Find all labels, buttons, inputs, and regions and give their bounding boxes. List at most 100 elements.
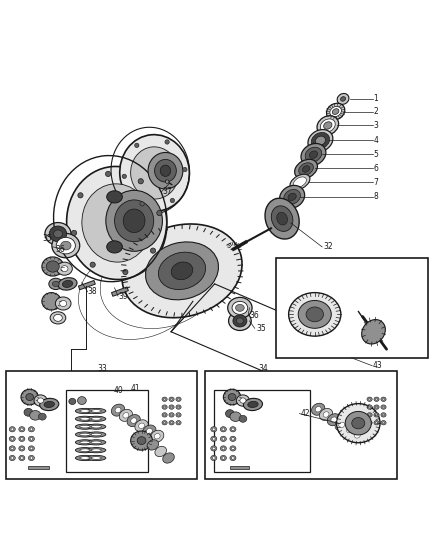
Ellipse shape: [311, 132, 329, 149]
Text: 2: 2: [374, 108, 378, 117]
Text: 8: 8: [374, 192, 378, 201]
Ellipse shape: [52, 281, 59, 287]
Ellipse shape: [212, 457, 215, 459]
Ellipse shape: [19, 455, 25, 461]
Ellipse shape: [131, 418, 137, 423]
Bar: [112, 287, 128, 296]
Ellipse shape: [162, 413, 167, 417]
Ellipse shape: [302, 166, 310, 172]
Ellipse shape: [155, 446, 166, 457]
Ellipse shape: [211, 446, 217, 451]
Circle shape: [183, 167, 187, 172]
Ellipse shape: [122, 224, 242, 318]
Text: 3: 3: [374, 120, 378, 130]
Ellipse shape: [111, 404, 125, 416]
Ellipse shape: [91, 433, 102, 436]
Ellipse shape: [127, 415, 140, 426]
Circle shape: [150, 248, 155, 253]
Ellipse shape: [28, 436, 35, 441]
Ellipse shape: [293, 177, 306, 187]
Ellipse shape: [21, 438, 23, 440]
Ellipse shape: [119, 409, 133, 422]
Ellipse shape: [34, 395, 47, 406]
Ellipse shape: [50, 312, 66, 324]
Ellipse shape: [137, 437, 146, 445]
Ellipse shape: [11, 457, 14, 459]
Ellipse shape: [326, 103, 345, 120]
Text: 43: 43: [372, 361, 382, 370]
Ellipse shape: [233, 315, 247, 327]
Ellipse shape: [178, 414, 180, 416]
Ellipse shape: [21, 389, 39, 405]
Bar: [66, 390, 148, 472]
Ellipse shape: [87, 455, 106, 461]
Ellipse shape: [383, 422, 385, 424]
Text: 38: 38: [88, 287, 97, 296]
Ellipse shape: [80, 425, 90, 428]
Ellipse shape: [120, 135, 189, 211]
Ellipse shape: [82, 184, 152, 262]
Ellipse shape: [164, 406, 166, 408]
Ellipse shape: [171, 406, 173, 408]
Ellipse shape: [367, 413, 372, 417]
Ellipse shape: [354, 433, 360, 438]
Ellipse shape: [11, 447, 14, 450]
Ellipse shape: [315, 136, 325, 146]
Bar: [28, 466, 49, 469]
Ellipse shape: [107, 241, 122, 253]
Ellipse shape: [309, 151, 318, 158]
Ellipse shape: [346, 427, 353, 433]
Ellipse shape: [75, 448, 95, 453]
Circle shape: [157, 211, 162, 216]
Ellipse shape: [288, 193, 296, 200]
Text: 35: 35: [43, 233, 53, 243]
Text: 37: 37: [163, 187, 173, 196]
Ellipse shape: [230, 446, 236, 451]
Ellipse shape: [45, 223, 71, 245]
Ellipse shape: [211, 455, 217, 461]
Ellipse shape: [298, 301, 331, 328]
Circle shape: [166, 180, 169, 183]
Bar: [276, 258, 428, 358]
Ellipse shape: [21, 428, 23, 431]
Ellipse shape: [381, 397, 386, 401]
Ellipse shape: [369, 414, 371, 416]
Ellipse shape: [30, 447, 33, 450]
Circle shape: [106, 171, 111, 176]
Ellipse shape: [362, 320, 385, 344]
Circle shape: [140, 201, 144, 206]
Ellipse shape: [91, 417, 102, 420]
Ellipse shape: [335, 419, 348, 431]
Ellipse shape: [87, 424, 106, 429]
Ellipse shape: [46, 261, 59, 272]
Ellipse shape: [169, 413, 174, 417]
Bar: [78, 280, 95, 290]
Bar: [6, 371, 197, 479]
Ellipse shape: [228, 393, 236, 400]
Ellipse shape: [28, 446, 35, 451]
Ellipse shape: [284, 189, 300, 204]
Ellipse shape: [295, 159, 318, 179]
Ellipse shape: [145, 242, 219, 300]
Ellipse shape: [106, 190, 162, 251]
Ellipse shape: [381, 413, 386, 417]
Ellipse shape: [383, 406, 385, 408]
Ellipse shape: [61, 265, 68, 272]
Ellipse shape: [230, 436, 236, 441]
Ellipse shape: [91, 425, 102, 428]
Ellipse shape: [91, 441, 102, 443]
Ellipse shape: [232, 447, 234, 450]
Ellipse shape: [330, 107, 342, 117]
Ellipse shape: [230, 412, 241, 422]
Ellipse shape: [123, 209, 145, 232]
Ellipse shape: [26, 393, 34, 400]
Text: 1: 1: [374, 94, 378, 103]
Ellipse shape: [11, 428, 14, 431]
Ellipse shape: [374, 421, 379, 425]
Ellipse shape: [220, 446, 226, 451]
Ellipse shape: [367, 421, 372, 425]
Text: 35: 35: [256, 324, 266, 333]
Ellipse shape: [236, 304, 244, 311]
Ellipse shape: [171, 422, 173, 424]
Ellipse shape: [171, 398, 173, 400]
